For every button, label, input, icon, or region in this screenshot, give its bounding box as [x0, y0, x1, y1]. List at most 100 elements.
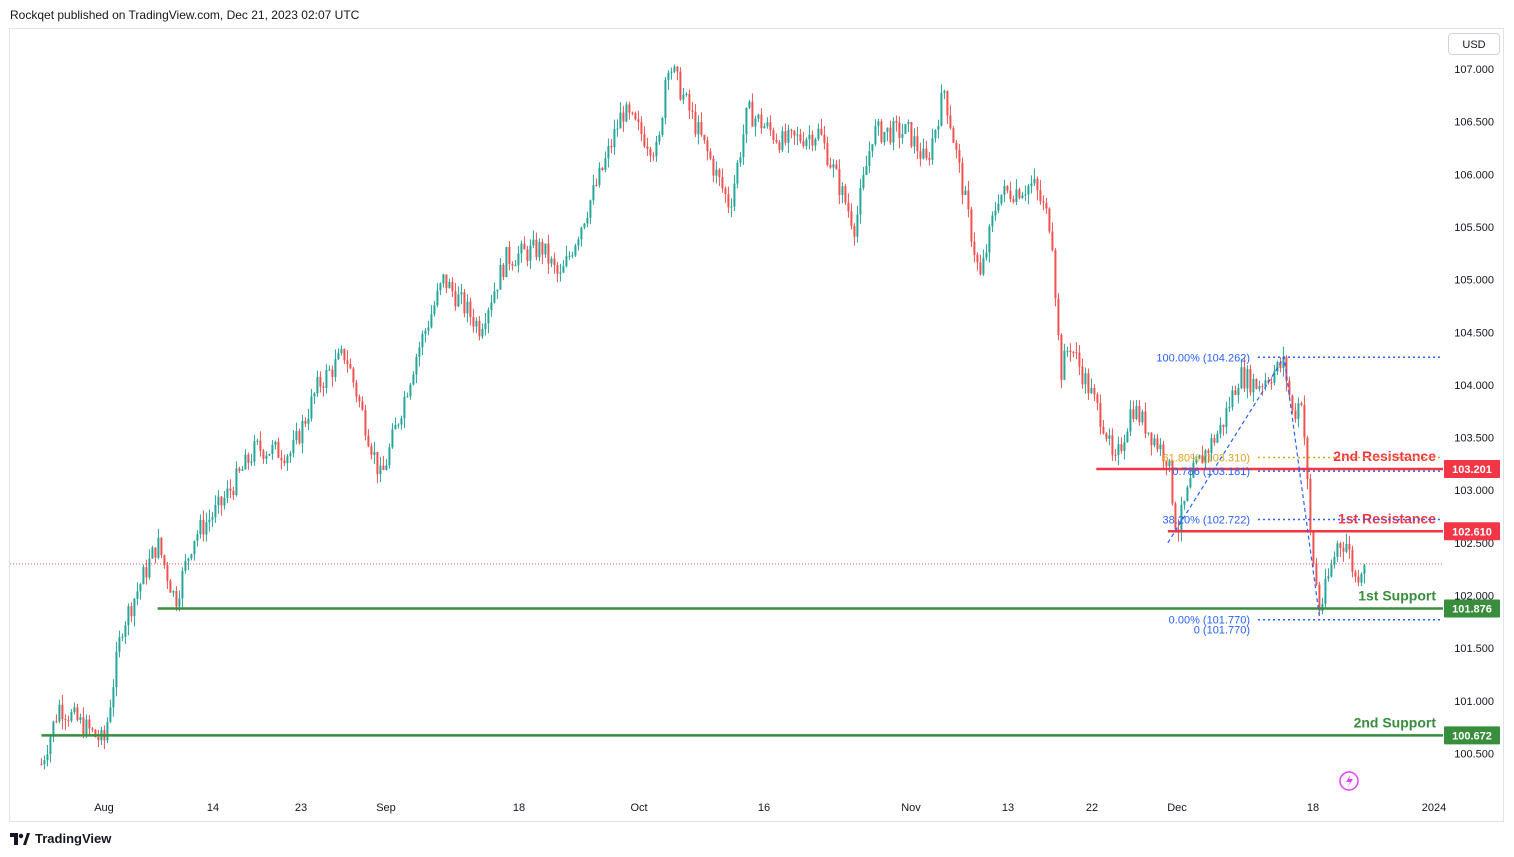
candle-body	[496, 289, 499, 292]
candle-body	[199, 519, 202, 535]
candle-body	[1087, 373, 1090, 394]
candle-body	[667, 72, 670, 80]
candle-body	[853, 225, 856, 237]
x-tick-label: Aug	[94, 802, 114, 814]
candle-body	[283, 460, 286, 464]
candle-body	[196, 534, 199, 541]
candle-body	[949, 115, 952, 129]
price-tag-label: 100.672	[1452, 730, 1492, 742]
snapshot-icon[interactable]	[1339, 771, 1359, 791]
candle-body	[499, 265, 502, 290]
candle-body	[535, 239, 538, 258]
candle-body	[886, 127, 889, 132]
candle-body	[1006, 185, 1009, 191]
candle-body	[466, 301, 469, 314]
candle-body	[64, 719, 67, 721]
candle-body	[880, 121, 883, 143]
candle-body	[1180, 504, 1183, 532]
candle-body	[670, 71, 673, 73]
candle-body	[826, 143, 829, 165]
candle-body	[970, 209, 973, 242]
candle-body	[799, 134, 802, 142]
candle-body	[1039, 189, 1042, 202]
candle-body	[655, 141, 658, 157]
candle-body	[1303, 405, 1306, 438]
currency-selector[interactable]: USD	[1448, 33, 1500, 55]
candle-body	[364, 409, 367, 436]
candle-body	[472, 316, 475, 327]
candle-body	[253, 441, 256, 462]
y-tick-label: 101.500	[1454, 643, 1494, 655]
resistance-label: 2nd Resistance	[1333, 448, 1436, 464]
candle-body	[1060, 334, 1063, 380]
candle-body	[706, 140, 709, 152]
candle-body	[652, 155, 655, 157]
candle-body	[1348, 544, 1351, 550]
y-tick-label: 103.000	[1454, 485, 1494, 497]
candle-body	[478, 320, 481, 337]
candle-body	[1255, 379, 1258, 389]
candle-body	[160, 537, 163, 556]
candle-body	[1105, 433, 1108, 439]
candle-body	[1018, 189, 1021, 199]
candle-body	[694, 111, 697, 135]
candle-body	[682, 94, 685, 100]
candle-body	[1042, 201, 1045, 203]
candle-body	[976, 254, 979, 263]
candle-body	[703, 134, 706, 141]
candle-body	[553, 258, 556, 266]
candle-body	[52, 721, 55, 737]
candle-body	[1000, 194, 1003, 204]
candle-body	[367, 435, 370, 447]
candle-body	[310, 396, 313, 419]
candle-body	[619, 112, 622, 129]
candle-body	[520, 243, 523, 254]
candle-body	[757, 114, 760, 119]
candle-body	[571, 255, 574, 257]
candle-body	[430, 314, 433, 328]
candle-body	[418, 347, 421, 358]
candle-body	[1003, 185, 1006, 195]
candle-body	[895, 121, 898, 123]
candle-body	[1195, 458, 1198, 463]
candle-body	[1141, 411, 1144, 423]
candle-body	[190, 554, 193, 559]
candle-body	[793, 130, 796, 136]
candle-body	[172, 591, 175, 593]
candle-body	[814, 139, 817, 146]
candle-body	[1279, 361, 1282, 369]
candle-body	[739, 157, 742, 163]
candle-body	[550, 258, 553, 264]
candle-body	[1081, 366, 1084, 385]
candle-body	[94, 729, 97, 737]
candle-body	[1159, 444, 1162, 450]
candle-body	[157, 537, 160, 558]
candle-body	[85, 719, 88, 736]
candle-body	[973, 241, 976, 255]
candle-body	[1363, 565, 1366, 574]
candle-body	[1054, 250, 1057, 299]
candle-body	[532, 239, 535, 246]
candle-body	[271, 444, 274, 454]
candle-body	[610, 145, 613, 148]
candle-body	[874, 125, 877, 145]
candle-body	[376, 451, 379, 475]
candle-body	[1219, 424, 1222, 434]
candle-body	[1249, 369, 1252, 393]
price-tag	[1444, 460, 1500, 479]
axes: 107.000 106.500 106.000 105.500 105.000 104.5…	[94, 64, 1494, 814]
x-tick-label: 16	[758, 802, 770, 814]
candle-body	[1210, 438, 1213, 453]
candle-body	[1285, 356, 1288, 381]
candle-body	[577, 239, 580, 246]
candle-body	[883, 131, 886, 143]
candle-body	[1033, 178, 1036, 184]
candle-body	[352, 368, 355, 383]
candle-body	[829, 164, 832, 168]
tradingview-logo-icon	[10, 832, 30, 845]
candle-body	[919, 151, 922, 159]
candle-body	[1096, 394, 1099, 403]
candle-body	[508, 246, 511, 264]
tradingview-brand[interactable]: TradingView	[10, 831, 111, 846]
